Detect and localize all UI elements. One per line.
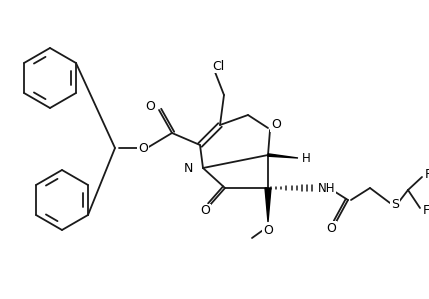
Text: O: O bbox=[138, 141, 148, 155]
Text: S: S bbox=[391, 199, 399, 211]
Text: F: F bbox=[423, 204, 429, 216]
Text: O: O bbox=[145, 100, 155, 114]
Text: O: O bbox=[326, 222, 336, 234]
Polygon shape bbox=[265, 188, 271, 222]
Polygon shape bbox=[268, 154, 298, 158]
Text: NH: NH bbox=[318, 181, 336, 195]
Text: F: F bbox=[424, 169, 429, 181]
Text: H: H bbox=[302, 152, 310, 164]
Text: O: O bbox=[271, 118, 281, 132]
Text: N: N bbox=[184, 161, 193, 175]
Text: O: O bbox=[200, 205, 210, 217]
Text: Cl: Cl bbox=[212, 60, 224, 72]
Text: O: O bbox=[263, 223, 273, 237]
